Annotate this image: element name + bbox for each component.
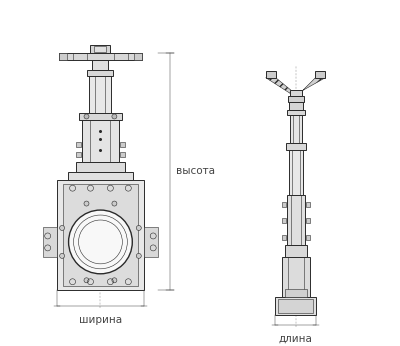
Circle shape [60,226,64,230]
Text: высота: высота [176,166,215,176]
Circle shape [136,253,141,258]
Bar [90,76,111,112]
Bar [57,180,144,290]
Circle shape [112,278,117,283]
Circle shape [84,201,89,206]
Bar [306,235,310,240]
Circle shape [68,210,132,274]
Bar [287,110,304,116]
Bar [286,143,306,150]
Polygon shape [294,78,326,95]
Bar [306,202,310,207]
Bar [59,53,142,60]
Polygon shape [43,227,57,257]
Polygon shape [266,78,298,95]
Bar [282,202,286,207]
Bar [90,45,110,53]
Bar [76,142,80,147]
Bar [82,120,119,162]
Bar [289,101,302,110]
Bar [63,184,138,286]
Bar [120,142,125,147]
Bar [92,60,108,70]
Bar [285,289,306,297]
Text: ширина: ширина [79,315,122,325]
Bar [290,116,302,143]
Bar [306,218,310,223]
Circle shape [136,226,141,230]
Circle shape [112,201,117,206]
Bar [285,245,306,257]
Circle shape [84,114,89,119]
Bar [278,299,314,313]
Bar [134,53,142,60]
Bar [275,297,316,315]
Bar [288,95,304,101]
Bar [68,172,133,180]
Text: длина: длина [279,334,312,344]
Bar [266,71,276,78]
Bar [289,150,302,195]
Bar [287,195,304,245]
Circle shape [112,114,117,119]
Bar [94,46,106,52]
Bar [59,53,66,60]
Bar [88,70,113,76]
Bar [76,152,80,157]
Bar [78,112,122,120]
Circle shape [84,278,89,283]
Bar [282,257,310,297]
Bar [76,162,125,172]
Circle shape [60,253,64,258]
Bar [282,235,286,240]
Bar [316,71,326,78]
Bar [282,218,286,223]
Polygon shape [144,227,158,257]
Bar [120,152,125,157]
Bar [290,90,302,95]
